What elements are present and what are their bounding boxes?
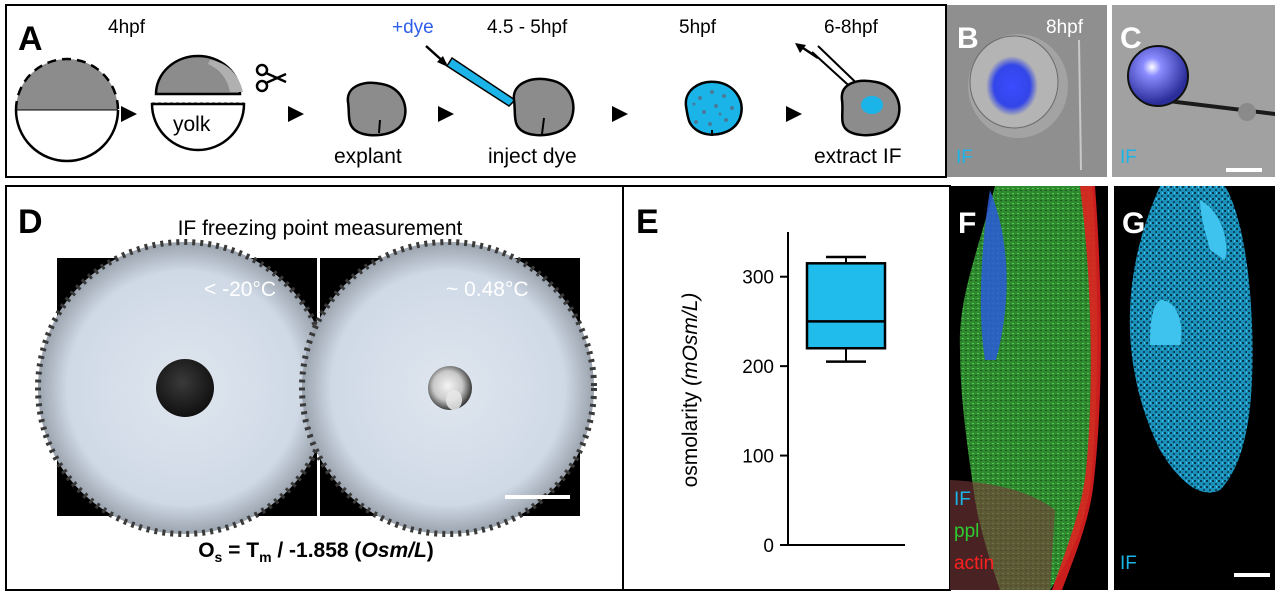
- extract-if-label: extract IF: [814, 145, 902, 168]
- injection-needle: [445, 56, 517, 107]
- stage-4-5hpf-label: 4.5 - 5hpf: [487, 17, 568, 38]
- y-tick-label: 300: [742, 268, 774, 289]
- iqr-box: [805, 262, 887, 350]
- formula-eq: = T: [222, 539, 259, 562]
- y-tick-label: 0: [763, 536, 774, 557]
- panel-g-if: IF: [1120, 553, 1137, 574]
- right-triangle-arrow-icon: [288, 106, 304, 122]
- right-triangle-arrow-icon: [438, 106, 454, 122]
- y-axis-label-unit: (mOsm/L): [679, 293, 702, 386]
- panel-c-letter: C: [1120, 22, 1142, 55]
- formula-s: s: [215, 549, 223, 565]
- panel-d: D IF freezing point measurement < -20°C …: [5, 185, 624, 591]
- panel-d-title: IF freezing point measurement: [178, 217, 463, 240]
- panel-f-actin: actin: [954, 553, 994, 574]
- explant-cell: [346, 81, 407, 137]
- scissors-icon: [255, 63, 287, 93]
- dyed-cell: [684, 80, 743, 136]
- panel-b: B 8hpf IF: [947, 5, 1107, 177]
- temp-right: ~ 0.48°C: [446, 278, 529, 301]
- formula-unit: Osm/L: [361, 539, 426, 562]
- inject-dye-label: inject dye: [488, 145, 577, 168]
- formula-o: O: [198, 539, 214, 562]
- dye-label: +dye: [392, 17, 434, 38]
- panel-f-letter: F: [958, 207, 976, 240]
- right-triangle-arrow-icon: [121, 106, 137, 122]
- panel-b-time: 8hpf: [1046, 17, 1084, 38]
- formula-m: m: [259, 549, 271, 565]
- panel-f-if: IF: [954, 489, 971, 510]
- y-tick-label: 100: [742, 447, 774, 468]
- inject-cell: [512, 77, 575, 137]
- y-axis-label-main: osmolarity: [679, 386, 702, 488]
- panel-d-letter: D: [18, 203, 43, 241]
- panel-b-letter: B: [957, 22, 979, 55]
- panel-g: G IF: [1114, 186, 1275, 590]
- tissue-g: [1129, 186, 1253, 493]
- panel-f: F IF ppl actin: [950, 186, 1108, 590]
- box-plot: 0 100 200 300 osmolarity (mOsm/L): [679, 232, 905, 557]
- embryo-cut: [150, 54, 246, 152]
- temp-left: < -20°C: [204, 278, 276, 301]
- formula-close: ): [427, 539, 434, 562]
- if-droplet: [1127, 45, 1189, 107]
- y-tick-label: 200: [742, 357, 774, 378]
- stage-6-8hpf-label: 6-8hpf: [824, 17, 879, 38]
- if-cavity: [861, 96, 883, 114]
- explant-label: explant: [334, 145, 402, 168]
- panel-e-letter: E: [636, 203, 659, 241]
- embryo-4hpf: [14, 57, 120, 163]
- panel-a-letter: A: [18, 20, 43, 58]
- panel-c-if-label: IF: [1120, 147, 1137, 168]
- formula-div: / -1.858 (: [272, 539, 362, 562]
- panel-c: C IF: [1112, 5, 1275, 177]
- panel-b-if-label: IF: [956, 147, 973, 168]
- dye-blob: [986, 56, 1038, 116]
- panel-f-ppl: ppl: [954, 521, 979, 542]
- panel-a: A 4hpf yolk explant: [5, 4, 947, 178]
- formula: Os = Tm / -1.858 (Osm/L): [198, 539, 434, 565]
- stage-5hpf-label: 5hpf: [679, 17, 717, 38]
- y-axis-label: osmolarity (mOsm/L): [679, 293, 702, 488]
- right-triangle-arrow-icon: [786, 106, 802, 122]
- panel-e: E 0 100 200 300 osmolarity (mOsm/L): [622, 185, 951, 591]
- droplet-frozen: [156, 359, 214, 417]
- right-triangle-arrow-icon: [612, 106, 628, 122]
- stage-4hpf-label: 4hpf: [108, 17, 146, 38]
- yolk-label: yolk: [173, 113, 211, 136]
- panel-g-letter: G: [1122, 207, 1145, 240]
